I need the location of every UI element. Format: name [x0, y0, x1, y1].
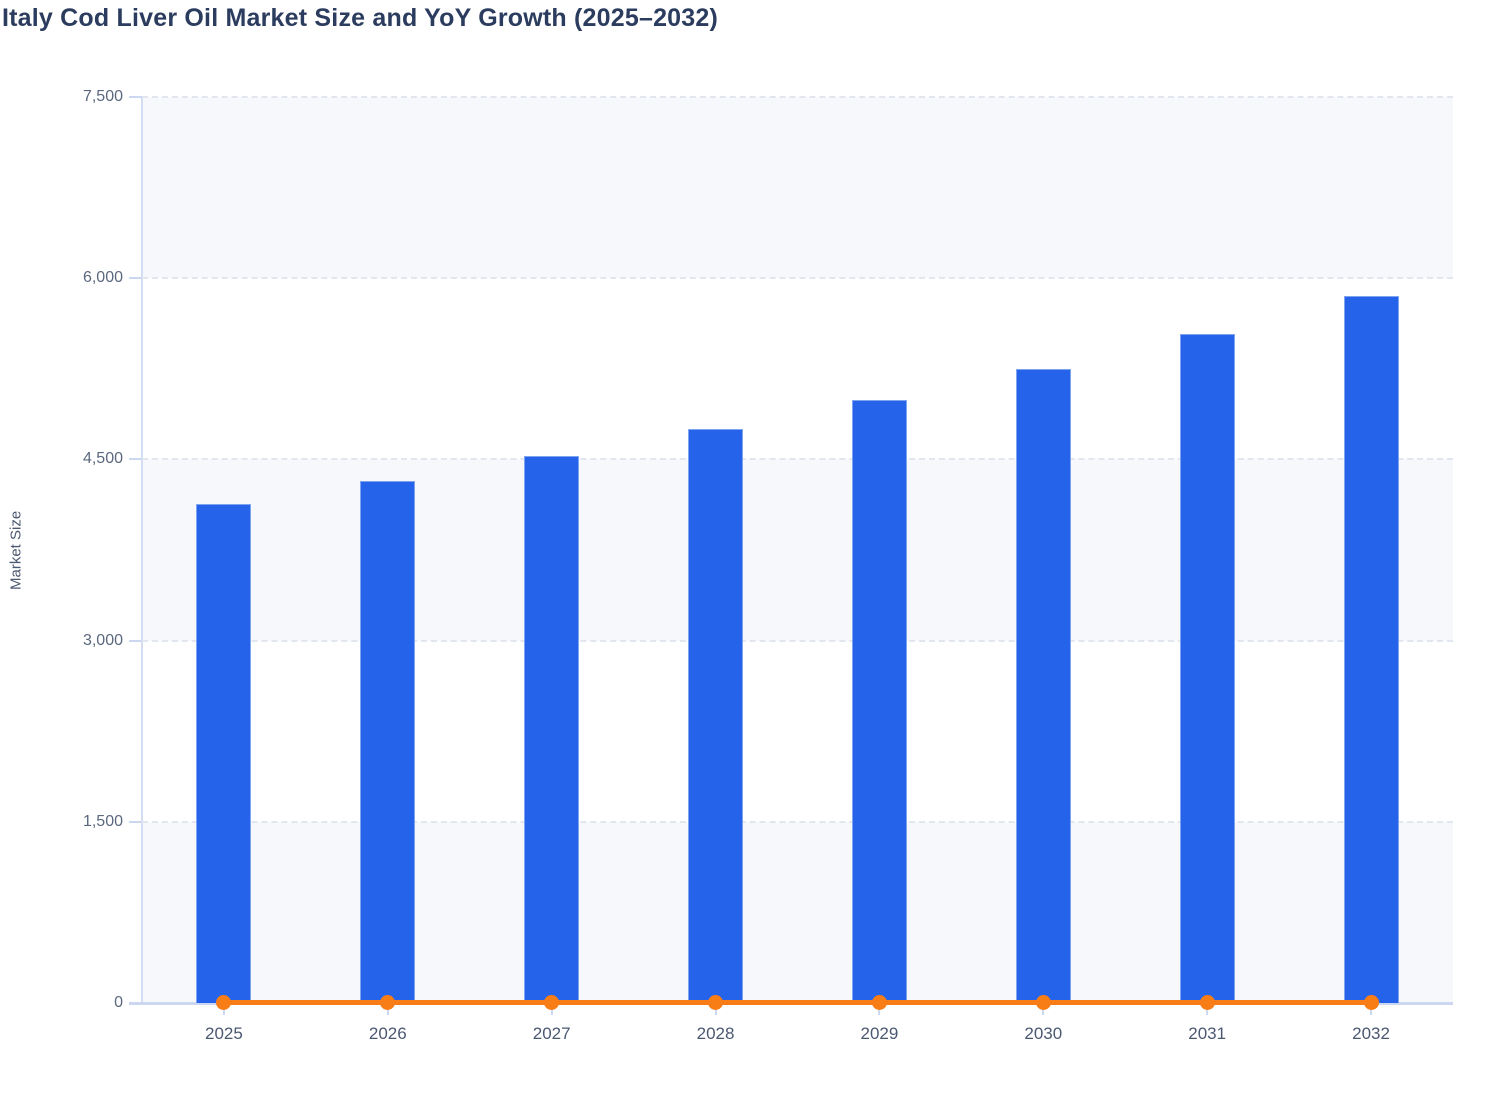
y-axis-line [141, 97, 143, 1003]
x-tick-label: 2026 [368, 1024, 407, 1043]
yoy-growth-line[interactable] [223, 1000, 1372, 1005]
plot-band [142, 459, 1453, 641]
bar-2025[interactable] [196, 504, 252, 1003]
y-tick-mark [129, 820, 142, 823]
bar-2029[interactable] [851, 400, 907, 1003]
plot-band [142, 821, 1453, 1003]
yoy-marker-2029[interactable] [871, 995, 887, 1010]
gridline [142, 277, 1453, 280]
y-tick-mark [129, 277, 142, 280]
yoy-marker-2031[interactable] [1199, 995, 1215, 1010]
bar-2030[interactable] [1015, 368, 1071, 1003]
bar-2031[interactable] [1179, 333, 1235, 1003]
gridline [142, 820, 1453, 823]
chart-title: Italy Cod Liver Oil Market Size and YoY … [2, 4, 719, 32]
y-axis-title: Market Size [7, 510, 25, 590]
yoy-marker-2030[interactable] [1035, 995, 1051, 1010]
gridline [142, 458, 1453, 461]
bar-2032[interactable] [1343, 296, 1399, 1003]
yoy-marker-2027[interactable] [544, 995, 560, 1010]
yoy-marker-2025[interactable] [216, 995, 232, 1010]
y-tick-mark [129, 96, 142, 98]
yoy-marker-2028[interactable] [708, 995, 724, 1010]
bar-2026[interactable] [360, 481, 416, 1003]
gridline [142, 96, 1453, 98]
x-tick-label: 2028 [696, 1024, 735, 1043]
y-tick-label: 0 [114, 994, 123, 1011]
y-tick-label: 1,500 [82, 812, 123, 830]
plot-band [142, 97, 1453, 279]
plot-area [142, 96, 1453, 1010]
plot-band [142, 641, 1453, 822]
x-tick-label: 2029 [860, 1024, 899, 1043]
x-tick-label: 2032 [1352, 1024, 1390, 1043]
gridline [142, 639, 1453, 642]
bar-2027[interactable] [524, 455, 580, 1003]
x-tick-label: 2031 [1188, 1024, 1227, 1043]
y-tick-label: 4,500 [82, 450, 123, 468]
y-tick-label: 7,500 [82, 88, 123, 105]
y-tick-label: 6,000 [82, 269, 123, 287]
yoy-marker-2032[interactable] [1363, 995, 1379, 1010]
x-tick-label: 2027 [532, 1024, 571, 1043]
bar-2028[interactable] [688, 429, 744, 1003]
y-tick-mark [129, 639, 142, 642]
y-tick-mark [129, 458, 142, 461]
plot-band [142, 278, 1453, 459]
y-tick-label: 3,000 [82, 631, 123, 649]
x-tick-label: 2030 [1024, 1024, 1063, 1043]
yoy-marker-2026[interactable] [380, 995, 396, 1010]
x-tick-label: 2025 [205, 1024, 243, 1043]
